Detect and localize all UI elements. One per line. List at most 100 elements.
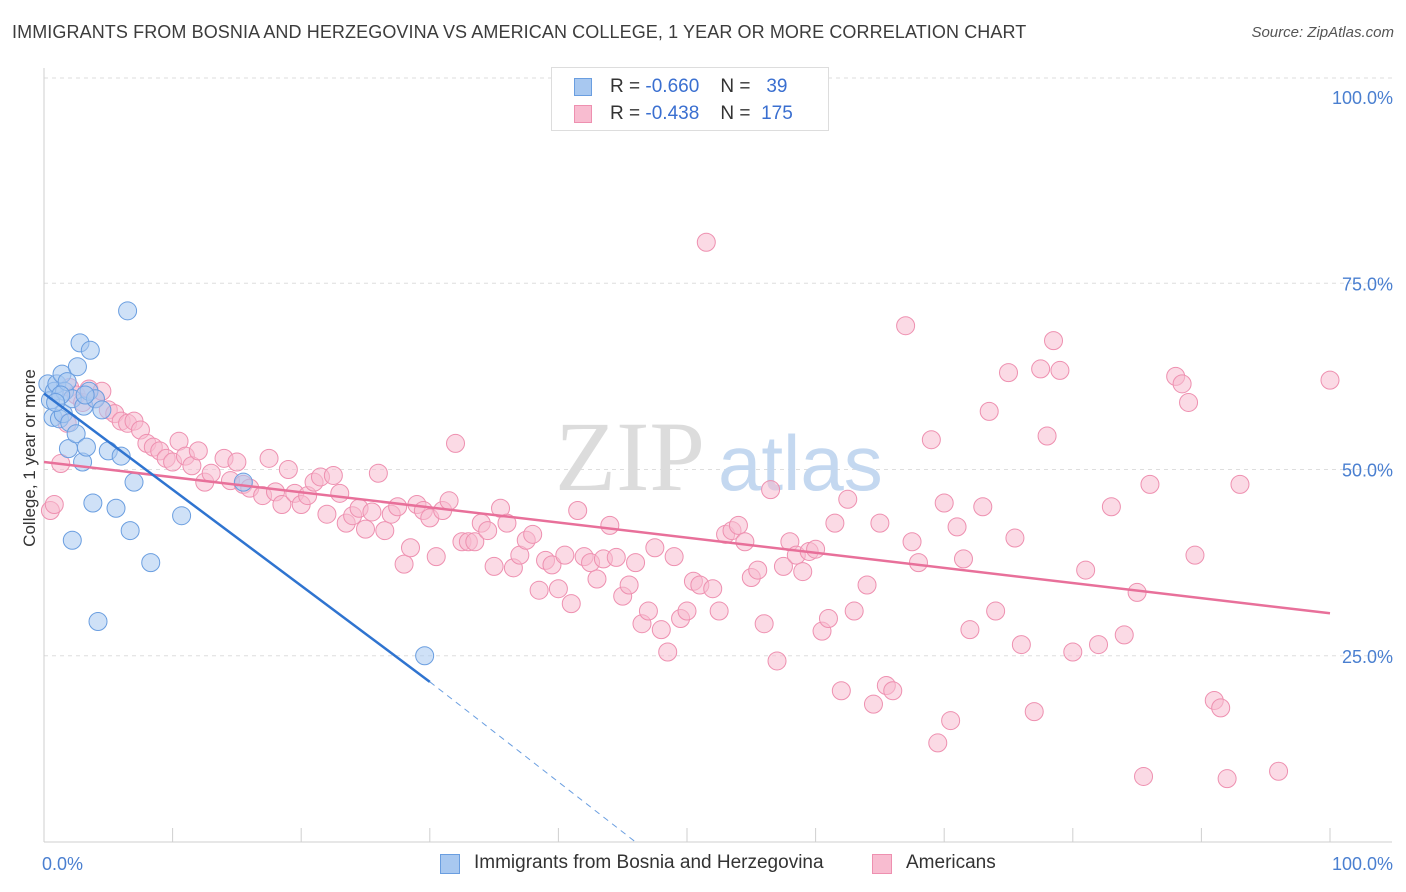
americans-point xyxy=(838,489,858,509)
x-tick-label: 100.0% xyxy=(1332,854,1393,874)
americans-point xyxy=(645,538,665,558)
americans-point xyxy=(401,538,421,558)
y-tick-label: 75.0% xyxy=(1342,274,1393,294)
americans-point xyxy=(960,620,980,640)
bosnia-point xyxy=(233,472,253,492)
y-tick-labels: 100.0% 75.0% 50.0% 25.0% xyxy=(1332,88,1393,667)
americans-point xyxy=(754,614,774,634)
x-tick-label: 0.0% xyxy=(42,854,83,874)
americans-point xyxy=(908,553,928,573)
y-tick-label: 25.0% xyxy=(1342,647,1393,667)
americans-point xyxy=(1076,560,1096,580)
americans-point xyxy=(709,601,729,621)
americans-point xyxy=(1089,635,1109,655)
bosnia-trend-line xyxy=(43,392,431,683)
bosnia-point xyxy=(118,301,138,321)
x-tick-labels: 0.0% 100.0% xyxy=(42,854,1393,874)
americans-point xyxy=(439,491,459,511)
americans-point xyxy=(626,553,646,573)
bosnia-point xyxy=(88,611,108,631)
y-tick-label: 100.0% xyxy=(1332,88,1393,108)
americans-point xyxy=(1269,761,1289,781)
legend-r-value: -0.660 xyxy=(645,76,700,97)
bosnia-point xyxy=(120,521,140,541)
americans-point xyxy=(1050,360,1070,380)
americans-point xyxy=(201,463,221,483)
americans-point xyxy=(902,532,922,552)
americans-point xyxy=(587,569,607,589)
bottom-legend-label: Americans xyxy=(906,852,996,873)
y-tick-label: 50.0% xyxy=(1342,461,1393,481)
source-label: Source: ZipAtlas.com xyxy=(1251,24,1394,41)
americans-point xyxy=(1211,698,1231,718)
americans-point xyxy=(388,497,408,517)
americans-point xyxy=(1031,359,1051,379)
americans-point xyxy=(677,601,697,621)
bosnia-point xyxy=(415,646,435,666)
americans-point xyxy=(831,681,851,701)
americans-point xyxy=(323,465,343,485)
watermark-zip: ZIP xyxy=(555,401,705,512)
americans-point xyxy=(870,513,890,533)
bosnia-point xyxy=(141,553,161,573)
americans-point xyxy=(465,532,485,552)
americans-point xyxy=(767,651,787,671)
legend-r-label: R = xyxy=(610,76,641,97)
legend-r-label: R = xyxy=(610,103,641,124)
americans-point xyxy=(600,515,620,535)
americans-point xyxy=(317,504,337,524)
americans-point xyxy=(1185,545,1205,565)
americans-point xyxy=(986,601,1006,621)
americans-point xyxy=(773,556,793,576)
americans-point xyxy=(728,515,748,535)
americans-point xyxy=(188,441,208,461)
bottom-legend-label: Immigrants from Bosnia and Herzegovina xyxy=(474,852,824,873)
americans-point xyxy=(1172,374,1192,394)
americans-point xyxy=(362,502,382,522)
bosnia-point xyxy=(67,357,87,377)
americans-point xyxy=(651,620,671,640)
americans-point xyxy=(857,575,877,595)
bosnia-point xyxy=(75,385,95,405)
bosnia-point xyxy=(172,506,192,526)
americans-point xyxy=(548,579,568,599)
legend-swatch-pink xyxy=(574,105,592,123)
legend-n-value: 39 xyxy=(766,76,788,97)
americans-point xyxy=(953,549,973,569)
americans-point xyxy=(356,519,375,539)
americans-point xyxy=(368,463,388,483)
americans-point xyxy=(330,483,350,503)
bottom-legend-swatch-blue xyxy=(440,854,460,874)
americans-point xyxy=(478,521,498,541)
americans-point xyxy=(561,594,581,614)
correlation-legend: R = -0.660 N = 39 R = -0.438 N = 175 xyxy=(551,67,829,131)
legend-n-label: N = xyxy=(720,103,751,124)
americans-points xyxy=(40,232,1340,789)
legend-n-label: N = xyxy=(720,76,751,97)
americans-point xyxy=(793,562,813,582)
chart-title: IMMIGRANTS FROM BOSNIA AND HERZEGOVINA V… xyxy=(12,22,1027,42)
bosnia-point xyxy=(66,424,86,444)
gridlines xyxy=(44,77,1392,657)
bosnia-points xyxy=(38,301,435,666)
watermark-atlas: atlas xyxy=(718,419,883,507)
trend-lines xyxy=(43,392,1331,843)
bosnia-point xyxy=(106,498,126,518)
americans-point xyxy=(896,316,916,336)
americans-point xyxy=(928,733,948,753)
americans-point xyxy=(638,601,658,621)
americans-point xyxy=(658,642,678,662)
americans-point xyxy=(394,554,414,574)
americans-point xyxy=(664,547,684,567)
americans-point xyxy=(941,711,961,731)
bosnia-point xyxy=(76,437,96,457)
bosnia-point xyxy=(80,340,100,360)
americans-point xyxy=(1011,635,1031,655)
americans-point xyxy=(1134,766,1154,786)
americans-point xyxy=(979,401,999,421)
americans-point xyxy=(806,539,826,559)
americans-point xyxy=(529,580,549,600)
americans-point xyxy=(375,521,395,541)
americans-point xyxy=(446,433,466,453)
americans-point xyxy=(1037,426,1057,446)
